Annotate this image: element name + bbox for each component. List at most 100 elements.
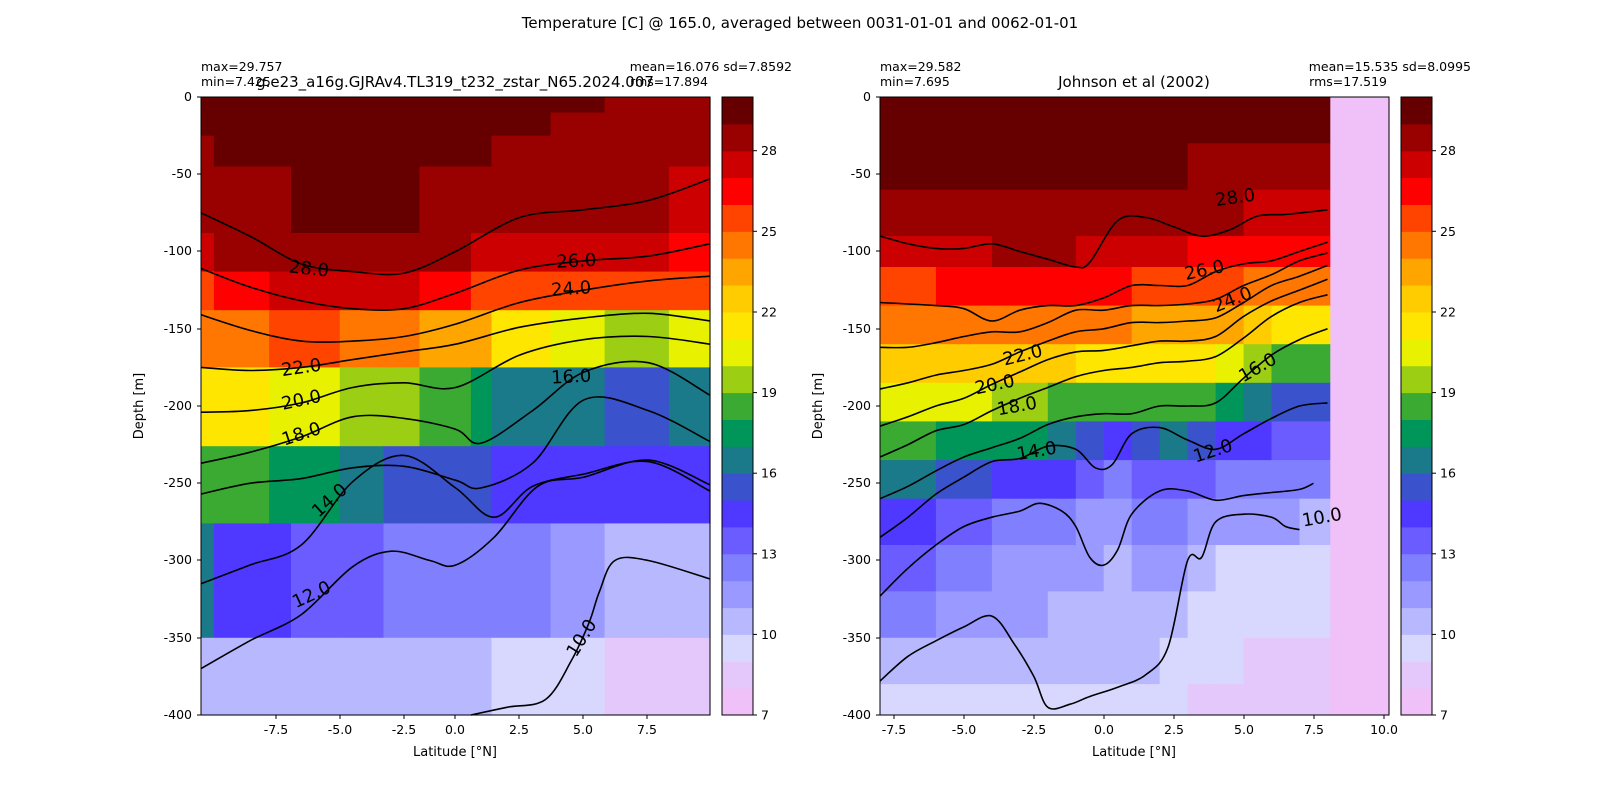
x-tick: 5.0 [573, 715, 593, 737]
heatmap-cell [1075, 305, 1105, 345]
colorbar-band [722, 661, 753, 689]
heatmap-cell [419, 637, 472, 716]
panel-left-xlabel: Latitude [°N] [413, 745, 497, 760]
heatmap-cell [201, 310, 215, 368]
contour-line-12-0 [200, 459, 711, 670]
heatmap-cell [1299, 421, 1331, 461]
heatmap-cell [1330, 267, 1390, 307]
contour-line-14-0 [879, 402, 1328, 538]
colorbar-tick-label: 10 [1440, 627, 1456, 642]
colorbar-left-ticks: 7 10 13 16 19 22 25 28 [753, 143, 777, 723]
heatmap-cell [880, 591, 937, 639]
heatmap-cell [935, 421, 993, 461]
heatmap-cell [1187, 97, 1217, 144]
contour-line-12-0 [879, 482, 1314, 597]
y-tick: -50 [851, 166, 880, 181]
heatmap-cell [470, 166, 493, 234]
heatmap-cell [668, 233, 711, 273]
colorbar-band [1401, 526, 1432, 555]
colorbar-band [1401, 580, 1432, 609]
colorbar-band [1401, 607, 1432, 635]
heatmap-cell [269, 446, 292, 524]
panel-right-max: max=29.582 [880, 59, 961, 74]
heatmap-cell [383, 367, 421, 447]
colorbar-tick-label: 28 [761, 143, 777, 158]
heatmap-cell [339, 135, 385, 168]
heatmap-cell [1103, 460, 1133, 500]
heatmap-cell [668, 166, 711, 234]
heatmap-cell [1271, 143, 1301, 191]
heatmap-cell [1243, 498, 1273, 546]
heatmap-cell [1330, 189, 1390, 237]
contour-line-26-0 [200, 243, 711, 311]
heatmap-cell [1330, 684, 1390, 716]
heatmap-cell [470, 135, 493, 168]
heatmap-cell [383, 446, 421, 524]
heatmap-cell [604, 446, 670, 524]
heatmap-cell [201, 637, 215, 716]
heatmap-cell [1159, 684, 1189, 716]
heatmap-cell [1047, 421, 1077, 461]
heatmap-cell [383, 166, 421, 234]
colorbar-band [1401, 392, 1432, 420]
y-tick: 0 [184, 89, 201, 104]
colorbar-left: 7 10 13 16 19 22 25 28 [721, 96, 777, 723]
panel-left-x-axis: -7.5 -5.0 -2.5 0.0 2.5 5.0 7.5 Latitude … [264, 715, 657, 760]
heatmap-cell [269, 637, 292, 716]
heatmap-cell [470, 112, 493, 137]
heatmap-cell [1075, 591, 1105, 639]
contour-line-10-0 [879, 513, 1300, 710]
heatmap-cell [383, 135, 421, 168]
heatmap-cell [1131, 267, 1161, 307]
heatmap-cell [419, 523, 472, 639]
colorbar-tick-label: 25 [761, 224, 777, 239]
colorbar-left-bands [722, 97, 753, 716]
heatmap-cell [383, 271, 421, 311]
heatmap-cell [419, 112, 472, 137]
colorbar-band [1401, 312, 1432, 340]
heatmap-cell [213, 97, 270, 114]
heatmap-cell [991, 637, 1049, 685]
heatmap-cell [935, 236, 993, 268]
colorbar-band [1401, 419, 1432, 447]
heatmap-cell [1187, 545, 1217, 592]
heatmap-cell [880, 382, 937, 422]
heatmap-cell [269, 523, 292, 639]
heatmap-cell [880, 143, 937, 191]
heatmap-cell [604, 523, 670, 639]
heatmap-cell [1131, 498, 1161, 546]
heatmap-cell [1271, 684, 1301, 716]
heatmap-cell [1159, 189, 1189, 237]
colorbar-band [722, 150, 753, 179]
heatmap-cell [935, 97, 993, 144]
heatmap-cell [550, 310, 606, 368]
heatmap-cell [604, 112, 670, 137]
heatmap-cell [470, 523, 493, 639]
heatmap-cell [213, 166, 270, 234]
x-tick-label: 0.0 [445, 722, 465, 737]
heatmap-cell [935, 189, 993, 237]
y-tick: -250 [843, 475, 880, 490]
y-tick-label: -400 [843, 707, 871, 722]
heatmap-cell [1299, 460, 1331, 500]
heatmap-cell [1215, 545, 1245, 592]
x-tick-label: -7.5 [264, 722, 288, 737]
heatmap-cell [291, 112, 341, 137]
panel-left-rms: rms=17.894 [630, 74, 708, 89]
heatmap-cell [1131, 382, 1161, 422]
heatmap-cell [1299, 236, 1331, 268]
heatmap-cell [1187, 684, 1217, 716]
colorbar-band [1401, 500, 1432, 528]
y-tick: -150 [164, 321, 201, 336]
heatmap-cell [491, 367, 552, 447]
colorbar-band [1401, 688, 1432, 716]
heatmap-cell [1047, 189, 1077, 237]
heatmap-cell [1159, 591, 1189, 639]
heatmap-cell [991, 97, 1049, 144]
panel-left-contours [200, 178, 711, 716]
heatmap-cell [550, 135, 606, 168]
colorbar-band [722, 473, 753, 501]
y-tick-label: -300 [843, 552, 871, 567]
heatmap-cell [1187, 498, 1217, 546]
